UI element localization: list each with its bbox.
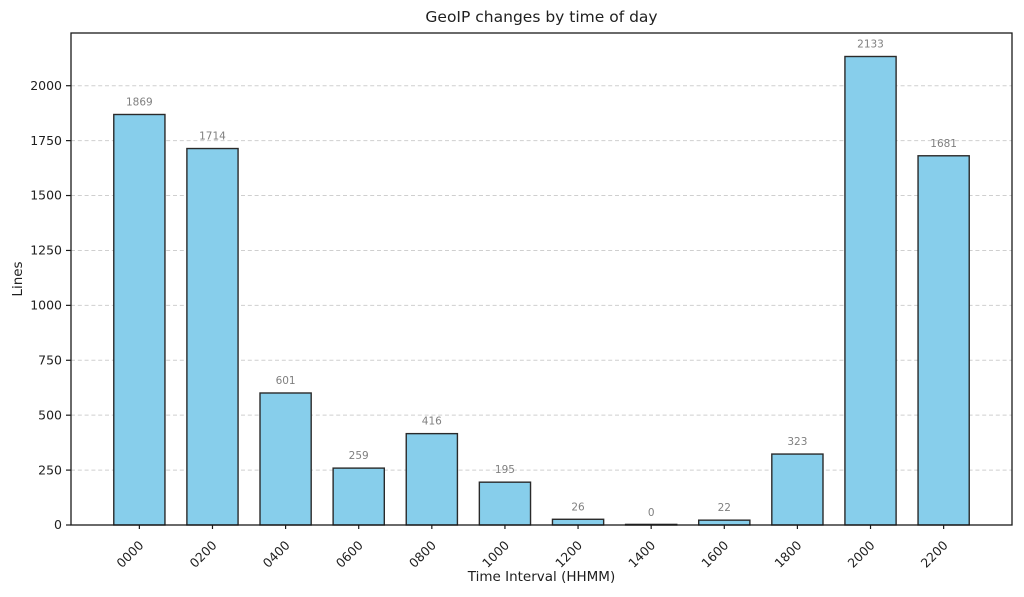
bar <box>697 519 751 526</box>
bar-value-label: 323 <box>787 436 807 448</box>
y-tick-label: 2000 <box>30 78 62 93</box>
y-tick-label: 500 <box>38 407 62 422</box>
bar-value-label: 195 <box>495 464 515 476</box>
bar <box>113 113 166 526</box>
y-tick-label: 1000 <box>30 298 62 313</box>
x-axis-label: Time Interval (HHMM) <box>467 569 615 585</box>
y-tick-label: 0 <box>54 517 62 532</box>
chart-title: GeoIP changes by time of day <box>425 8 657 26</box>
bar <box>917 155 970 526</box>
bar-value-label: 1681 <box>930 138 957 150</box>
bar-value-label: 416 <box>422 416 442 428</box>
bar <box>844 55 897 526</box>
bar <box>551 518 605 526</box>
bar-value-label: 26 <box>571 501 585 513</box>
bar-value-label: 259 <box>349 450 369 462</box>
bar <box>478 481 532 526</box>
y-tick-label: 1250 <box>30 243 62 258</box>
bar <box>259 392 312 526</box>
y-tick-label: 250 <box>38 462 62 477</box>
y-tick-label: 1750 <box>30 133 62 148</box>
y-tick-label: 750 <box>38 352 62 367</box>
bar <box>186 147 239 526</box>
bar <box>405 432 459 526</box>
plot-border <box>70 32 1013 526</box>
bar-value-label: 1714 <box>199 131 226 143</box>
bar <box>771 453 824 526</box>
bar-value-label: 0 <box>648 507 655 519</box>
bar-value-label: 1869 <box>126 96 153 108</box>
bar <box>332 467 386 526</box>
y-tick-label: 1500 <box>30 188 62 203</box>
bar-value-label: 601 <box>276 375 296 387</box>
y-axis-label: Lines <box>10 261 26 296</box>
bar-value-label: 22 <box>718 502 731 514</box>
bar-value-label: 2133 <box>857 39 884 51</box>
